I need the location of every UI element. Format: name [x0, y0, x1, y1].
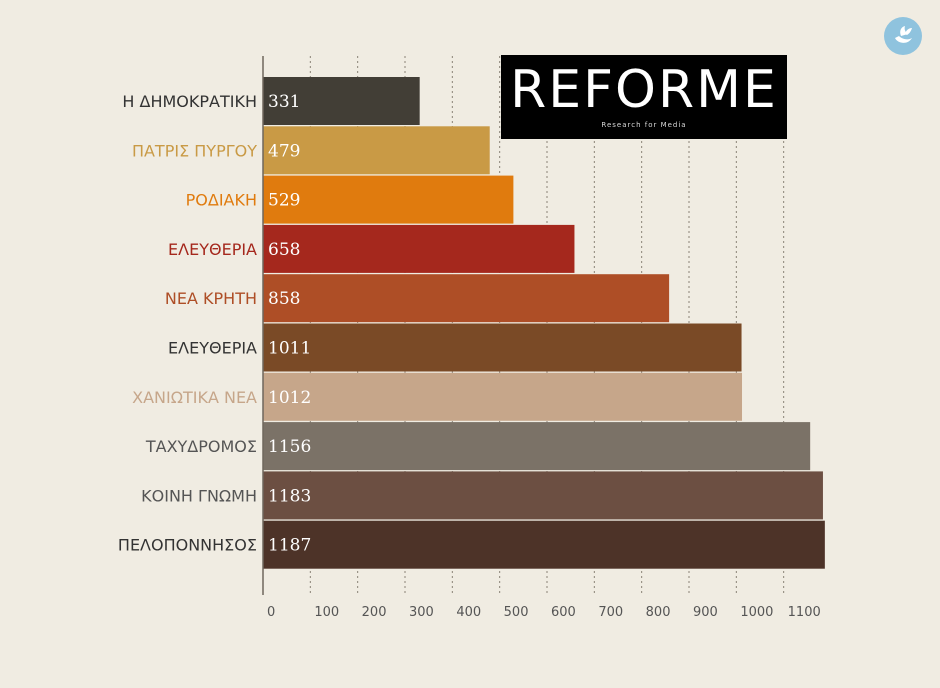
dove-icon — [884, 17, 922, 55]
bar-value-label: 1183 — [268, 486, 311, 506]
x-tick-label: 100 — [314, 605, 339, 620]
category-label: ΠΑΤΡΙΣ ΠΥΡΓΟΥ — [132, 141, 257, 160]
bar — [263, 471, 823, 520]
bar-value-label: 658 — [268, 240, 300, 260]
bar-value-label: 858 — [268, 289, 300, 309]
x-tick-label: 1000 — [740, 605, 773, 620]
bar — [263, 422, 811, 471]
bar-value-label: 529 — [268, 191, 300, 211]
bar — [263, 520, 825, 569]
x-tick-label: 700 — [598, 605, 623, 620]
bar — [263, 274, 670, 323]
x-tick-label: 800 — [646, 605, 671, 620]
bar-value-label: 1156 — [268, 437, 311, 457]
category-label: ΡΟΔΙΑΚΗ — [186, 191, 257, 210]
bar — [263, 77, 420, 125]
x-tick-label: 1100 — [788, 605, 821, 620]
bar-value-label: 1011 — [268, 339, 311, 359]
x-tick-label: 0 — [267, 605, 275, 620]
logo-subtitle: Research for Media — [601, 121, 687, 129]
category-label: ΤΑΧΥΔΡΟΜΟΣ — [145, 437, 257, 456]
category-label: ΠΕΛΟΠΟΝΝΗΣΟΣ — [118, 536, 257, 555]
category-label: ΚΟΙΝΗ ΓΝΩΜΗ — [141, 486, 257, 505]
bar-value-label: 331 — [268, 92, 300, 112]
bar — [263, 372, 743, 421]
category-label: ΕΛΕΥΘΕΡΙΑ — [168, 240, 257, 259]
category-label: Η ΔΗΜΟΚΡΑΤΙΚΗ — [122, 92, 257, 111]
x-tick-label: 400 — [456, 605, 481, 620]
bar — [263, 323, 742, 372]
x-tick-label: 900 — [693, 605, 718, 620]
bar-value-label: 1012 — [268, 388, 311, 408]
bar — [263, 175, 514, 224]
x-tick-label: 500 — [504, 605, 529, 620]
logo-title: REFORME — [510, 60, 778, 120]
bar-value-label: 1187 — [268, 536, 311, 556]
x-tick-label: 300 — [409, 605, 434, 620]
category-label: ΧΑΝΙΩΤΙΚΑ ΝΕΑ — [132, 388, 257, 407]
bar — [263, 224, 575, 273]
x-tick-label: 200 — [362, 605, 387, 620]
category-label: ΕΛΕΥΘΕΡΙΑ — [168, 339, 257, 358]
x-tick-label: 600 — [551, 605, 576, 620]
bar — [263, 126, 490, 175]
bar-value-label: 479 — [268, 141, 300, 161]
reforme-logo: REFORME Research for Media — [501, 55, 787, 139]
category-label: ΝΕΑ ΚΡΗΤΗ — [165, 289, 257, 308]
